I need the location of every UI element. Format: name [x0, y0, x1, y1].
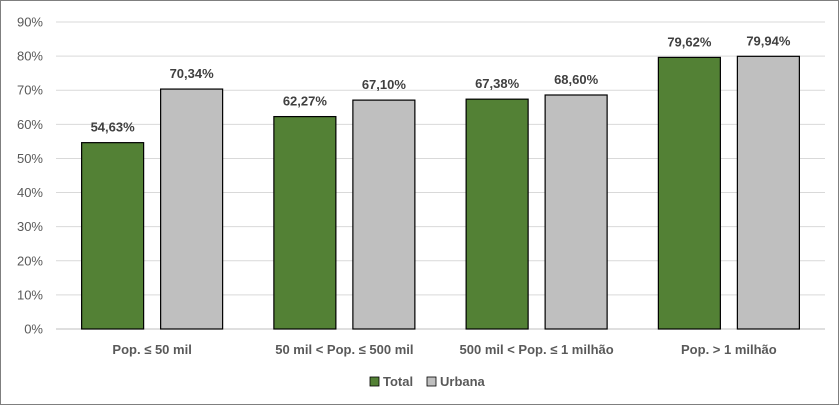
y-tick-label: 10% [17, 287, 43, 302]
legend-label-total: Total [383, 374, 413, 389]
y-tick-label: 50% [17, 151, 43, 166]
bar-urbana-3 [544, 94, 608, 330]
bars [81, 55, 800, 330]
x-tick-label: Pop. ≤ 50 mil [112, 342, 191, 357]
data-label-urbana-1: 70,34% [170, 66, 215, 81]
y-tick-label: 0% [24, 322, 43, 337]
data-label-total-1: 54,63% [91, 120, 136, 135]
x-tick-label: 500 mil < Pop. ≤ 1 milhão [460, 342, 614, 357]
bar-urbana-4 [736, 55, 800, 330]
y-axis-ticks: 0% 10% 20% 30% 40% 50% 60% 70% 80% 90% [17, 15, 43, 337]
bar-total-2 [273, 115, 337, 330]
x-tick-label: Pop. > 1 milhão [681, 342, 777, 357]
bar-total-4 [657, 56, 721, 330]
data-label-urbana-2: 67,10% [362, 77, 407, 92]
y-tick-label: 40% [17, 185, 43, 200]
legend-swatch-urbana [426, 376, 437, 387]
data-label-urbana-3: 68,60% [554, 72, 599, 87]
y-tick-label: 90% [17, 15, 43, 30]
y-tick-label: 20% [17, 253, 43, 268]
bar-urbana-2 [352, 99, 416, 330]
data-label-total-2: 62,27% [283, 94, 328, 109]
legend: Total Urbana [369, 374, 486, 389]
bar-total-3 [465, 98, 529, 330]
y-tick-label: 60% [17, 117, 43, 132]
y-tick-label: 30% [17, 219, 43, 234]
legend-swatch-total [369, 376, 380, 387]
y-tick-label: 80% [17, 49, 43, 64]
legend-label-urbana: Urbana [440, 374, 486, 389]
x-axis-ticks: Pop. ≤ 50 mil 50 mil < Pop. ≤ 500 mil 500 … [112, 342, 776, 357]
x-tick-label: 50 mil < Pop. ≤ 500 mil [275, 342, 413, 357]
bar-total-1 [81, 142, 145, 330]
data-label-total-4: 79,62% [667, 34, 712, 49]
bar-urbana-1 [160, 88, 224, 330]
y-tick-label: 70% [17, 83, 43, 98]
data-label-total-3: 67,38% [475, 76, 520, 91]
data-labels: 54,63% 70,34% 62,27% 67,10% 67,38% 68,60% 79,6… [91, 33, 791, 134]
data-label-urbana-4: 79,94% [746, 33, 791, 48]
